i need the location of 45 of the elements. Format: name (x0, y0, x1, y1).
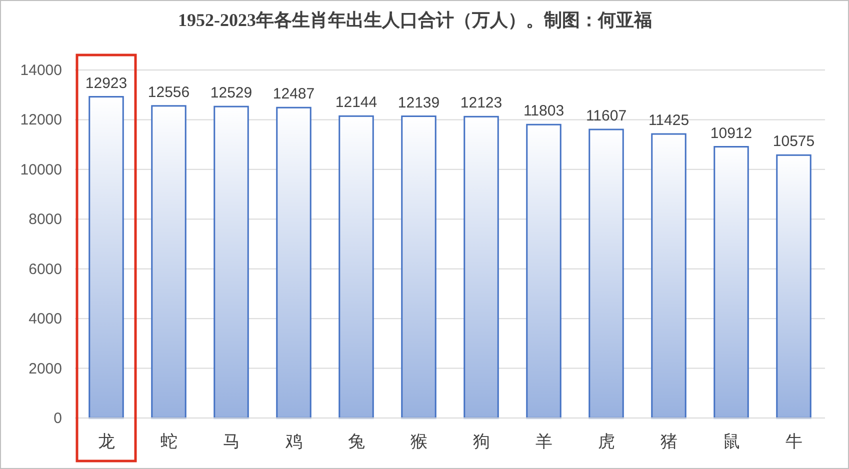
x-tick-label: 马 (222, 432, 240, 451)
data-label: 12923 (85, 74, 128, 92)
chart-title: 1952-2023年各生肖年出生人口合计（万人）。制图：何亚福 (178, 10, 652, 30)
y-tick-label: 14000 (20, 62, 62, 79)
x-tick-label: 猪 (660, 432, 678, 451)
bar (651, 133, 686, 419)
bar (464, 116, 499, 419)
data-label: 10575 (772, 133, 815, 150)
x-tick-label: 鸡 (284, 432, 302, 451)
bar (276, 106, 312, 419)
x-tick-label: 猴 (410, 432, 428, 451)
bar (151, 105, 186, 419)
bar (88, 96, 124, 419)
bar (776, 154, 812, 419)
y-tick-label: 12000 (20, 112, 62, 129)
y-tick-label: 2000 (28, 360, 62, 378)
data-label: 12529 (210, 84, 252, 102)
bar (714, 146, 749, 419)
y-tick-label: 8000 (28, 211, 62, 228)
x-tick-label: 羊 (535, 432, 552, 451)
data-label: 12123 (460, 94, 502, 112)
x-tick-label: 牛 (785, 432, 802, 451)
bar (588, 128, 624, 419)
data-label: 12144 (335, 94, 378, 112)
x-tick-label: 龙 (98, 432, 115, 451)
bar (214, 106, 249, 419)
data-label: 12139 (398, 94, 440, 112)
x-tick-label: 狗 (472, 432, 490, 451)
data-label: 11425 (648, 112, 690, 130)
bar (338, 115, 374, 419)
y-tick-label: 0 (54, 410, 62, 427)
y-tick-label: 4000 (28, 310, 62, 328)
data-label: 12556 (148, 84, 190, 101)
x-tick-label: 鼠 (722, 432, 740, 451)
bar (526, 124, 562, 419)
data-label: 12487 (272, 86, 315, 103)
y-tick-label: 6000 (28, 260, 62, 278)
x-tick-label: 兔 (348, 432, 365, 451)
data-label: 11607 (586, 107, 627, 124)
data-label: 10912 (710, 124, 752, 142)
bar (401, 116, 436, 419)
data-label: 11803 (523, 102, 564, 120)
x-tick-label: 虎 (598, 432, 615, 451)
x-tick-label: 蛇 (160, 432, 178, 451)
y-tick-label: 10000 (20, 161, 62, 178)
